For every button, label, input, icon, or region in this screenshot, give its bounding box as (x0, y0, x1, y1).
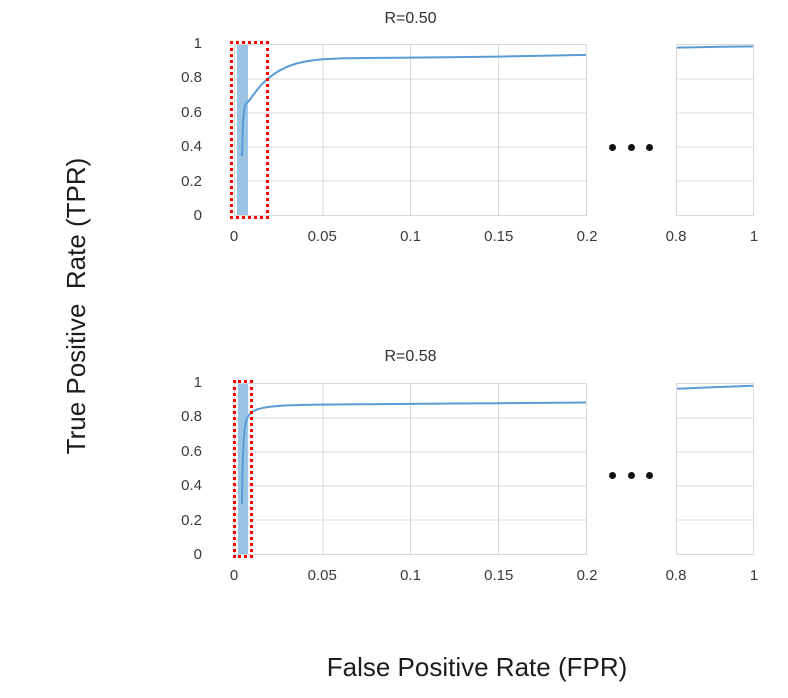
axis-break-dot (609, 143, 616, 151)
x-tick-label: 0.2 (576, 228, 598, 245)
y-tick-label: 0.8 (181, 69, 202, 87)
roc-curve (241, 53, 586, 157)
x-tick-label: 0.15 (484, 228, 514, 245)
y-tick-label: 0.2 (181, 172, 202, 190)
y-tick-label: 0.4 (181, 477, 202, 495)
x-tick-label: 0.8 (665, 567, 687, 584)
x-tick-label: 0.05 (307, 228, 337, 245)
y-tick-label: 1 (193, 35, 202, 52)
axis-break-dot (646, 471, 653, 479)
x-axis-title: False Positive Rate (FPR) (326, 652, 628, 682)
roc-panel-zoom (676, 44, 754, 216)
roc-plot-area (235, 45, 586, 215)
axis-break-dot (627, 471, 635, 479)
axis-break-dot (646, 143, 653, 151)
y-tick-label: 0 (193, 207, 202, 224)
y-tick-label: 0.6 (181, 103, 202, 121)
x-tick-label: 1 (749, 567, 759, 584)
y-axis-title: True Positive Rate (TPR) (61, 157, 91, 455)
y-tick-label: 1 (193, 374, 202, 391)
x-tick-label: 0.05 (307, 567, 337, 584)
roc-plot-area (235, 384, 586, 554)
y-tick-label: 0.4 (181, 138, 202, 156)
x-tick-label: 0.15 (484, 567, 514, 584)
red-dashed-box (230, 41, 269, 219)
x-tick-label: 0 (229, 228, 239, 245)
roc-plot-area (677, 45, 753, 182)
x-tick-label: 0 (229, 567, 239, 584)
y-tick-label: 0.2 (181, 511, 202, 529)
chart-title: R=0.50 (384, 10, 437, 27)
roc-panel-main (234, 44, 587, 216)
roc-panel-zoom (676, 383, 754, 555)
x-tick-label: 0.2 (576, 567, 598, 584)
y-tick-label: 0.8 (181, 408, 202, 426)
x-tick-label: 0.1 (400, 567, 421, 584)
y-tick-label: 0 (193, 546, 202, 563)
axis-break-dot (627, 143, 635, 151)
roc-plot-area (677, 384, 753, 521)
chart-title: R=0.58 (384, 348, 437, 365)
roc-panel-main (234, 383, 587, 555)
y-tick-label: 0.6 (181, 442, 202, 460)
red-dashed-box (233, 380, 254, 558)
roc-curve (677, 384, 753, 390)
x-tick-label: 0.1 (400, 228, 421, 245)
x-tick-label: 1 (749, 228, 759, 245)
axis-break-dot (609, 471, 616, 479)
roc-curve (677, 45, 753, 49)
roc-curve (241, 401, 586, 504)
x-tick-label: 0.8 (665, 228, 687, 245)
